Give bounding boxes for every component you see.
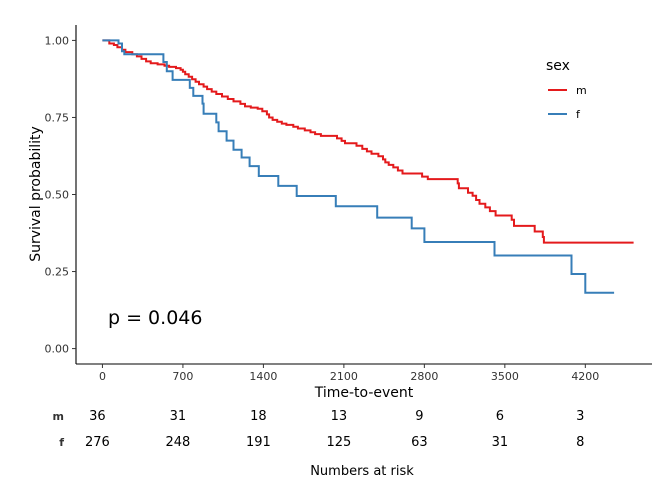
x-tick-label: 700	[172, 370, 193, 383]
y-tick-label: 0.25	[45, 266, 70, 279]
risk-count-f: 63	[411, 435, 428, 450]
y-tick-label: 1.00	[45, 34, 70, 47]
risk-count-f: 31	[492, 435, 509, 450]
risk-count-f: 248	[166, 435, 191, 450]
risk-count-f: 191	[246, 435, 271, 450]
y-tick-label: 0.75	[45, 111, 70, 124]
plot-area: 0.00 0.25 0.50 0.75 1.00 0 700 1400 2100 2800 350…	[45, 25, 652, 383]
x-tick-label: 4200	[571, 370, 599, 383]
legend-label-m: m	[576, 84, 587, 97]
risk-table: m 36 31 18 13 9 6 3f 276 248 191 125 63 31 8	[53, 409, 585, 450]
legend-label-f: f	[576, 108, 581, 121]
x-tick-label: 2100	[330, 370, 358, 383]
x-tick-label: 0	[99, 370, 106, 383]
x-tick-label: 1400	[249, 370, 277, 383]
risk-count-f: 125	[326, 435, 351, 450]
x-tick-label: 3500	[491, 370, 519, 383]
legend: sex mf	[546, 58, 587, 121]
x-axis: 0 700 1400 2100 2800 3500 4200	[76, 363, 652, 383]
y-axis: 0.00 0.25 0.50 0.75 1.00	[45, 25, 77, 364]
risk-count-f: 276	[85, 435, 110, 450]
risk-count-m: 6	[496, 409, 504, 424]
x-axis-title: Time-to-event	[314, 385, 414, 401]
x-tick-label: 2800	[410, 370, 438, 383]
risk-count-m: 31	[170, 409, 187, 424]
legend-title: sex	[546, 58, 570, 74]
survival-curves	[102, 39, 634, 294]
risk-strata-f: f	[59, 436, 64, 449]
y-tick-label: 0.00	[45, 343, 70, 356]
risk-strata-m: m	[53, 410, 64, 423]
risk-count-m: 36	[89, 409, 106, 424]
y-tick-label: 0.50	[45, 189, 70, 202]
series-m-curve	[102, 39, 634, 244]
risk-count-m: 18	[250, 409, 267, 424]
risk-count-m: 9	[415, 409, 423, 424]
risk-count-m: 13	[331, 409, 348, 424]
risk-count-f: 8	[576, 435, 584, 450]
risk-table-title: Numbers at risk	[310, 464, 414, 479]
series-f-curve	[102, 39, 615, 294]
p-value-annotation: p = 0.046	[108, 307, 202, 329]
y-axis-title: Survival probability	[28, 126, 44, 262]
risk-count-m: 3	[576, 409, 584, 424]
